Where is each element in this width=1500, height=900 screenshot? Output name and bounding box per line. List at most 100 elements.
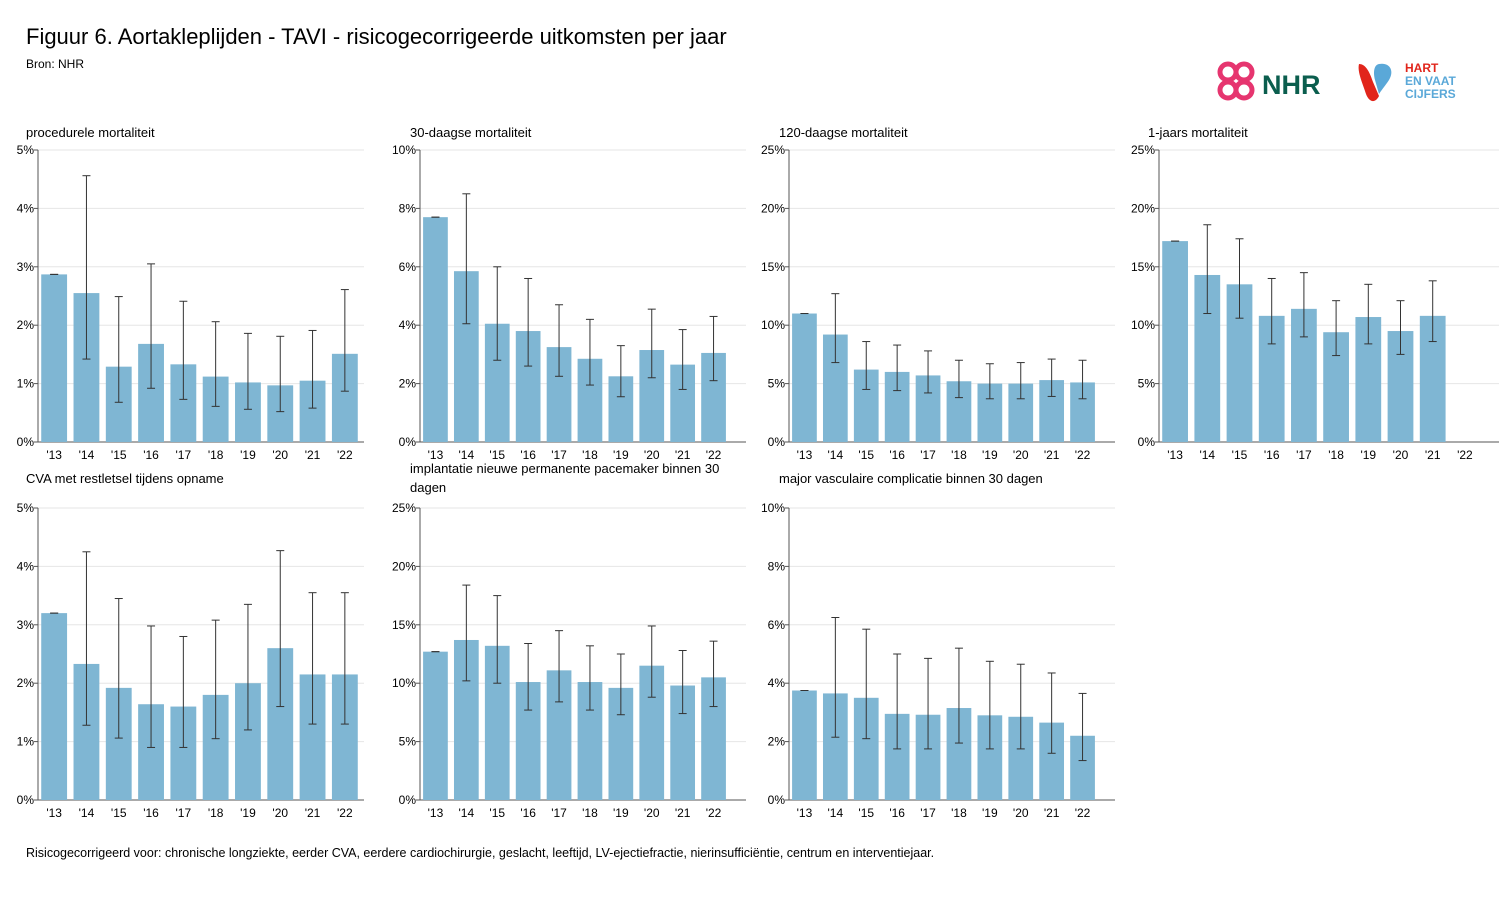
x-tick-label: '18 bbox=[582, 806, 598, 820]
chart-title: dagen bbox=[410, 480, 446, 495]
svg-text:HART: HART bbox=[1405, 61, 1439, 75]
x-tick-label: '19 bbox=[240, 448, 256, 462]
chart-panel-6: implantatie nieuwe permanente pacemaker … bbox=[392, 461, 746, 820]
y-tick-label: 8% bbox=[768, 559, 786, 573]
y-tick-label: 4% bbox=[17, 559, 35, 573]
x-tick-label: '20 bbox=[644, 806, 660, 820]
x-tick-label: '16 bbox=[520, 806, 536, 820]
x-tick-label: '22 bbox=[337, 806, 353, 820]
x-tick-label: '15 bbox=[111, 448, 127, 462]
x-tick-label: '20 bbox=[1393, 448, 1409, 462]
x-tick-label: '15 bbox=[489, 448, 505, 462]
y-tick-label: 0% bbox=[768, 435, 786, 449]
y-tick-label: 1% bbox=[17, 735, 35, 749]
chart-title: major vasculaire complicatie binnen 30 d… bbox=[779, 471, 1043, 486]
x-tick-label: '22 bbox=[1457, 448, 1473, 462]
x-tick-label: '13 bbox=[428, 806, 444, 820]
y-tick-label: 1% bbox=[17, 377, 35, 391]
x-tick-label: '14 bbox=[459, 448, 475, 462]
y-tick-label: 3% bbox=[17, 260, 35, 274]
nhr-logo: NHR bbox=[1214, 60, 1326, 111]
y-tick-label: 0% bbox=[17, 793, 35, 807]
chart-panel-2: 30-daagse mortaliteit 0% 2% 4% 6% 8% 10% '13 '14… bbox=[392, 125, 746, 462]
y-tick-label: 6% bbox=[768, 618, 786, 632]
chart-title: CVA met restletsel tijdens opname bbox=[26, 471, 224, 486]
x-tick-label: '13 bbox=[46, 448, 62, 462]
x-tick-label: '13 bbox=[46, 806, 62, 820]
y-tick-label: 4% bbox=[768, 676, 786, 690]
x-tick-label: '13 bbox=[428, 448, 444, 462]
x-tick-label: '15 bbox=[111, 806, 127, 820]
y-tick-label: 2% bbox=[17, 318, 35, 332]
x-tick-label: '15 bbox=[858, 448, 874, 462]
y-tick-label: 0% bbox=[399, 435, 417, 449]
y-tick-label: 6% bbox=[399, 260, 417, 274]
x-tick-label: '22 bbox=[337, 448, 353, 462]
bar bbox=[41, 274, 68, 442]
bar bbox=[423, 217, 448, 442]
y-tick-label: 4% bbox=[17, 201, 35, 215]
x-tick-label: '15 bbox=[489, 806, 505, 820]
x-tick-label: '21 bbox=[675, 448, 691, 462]
y-tick-label: 10% bbox=[392, 676, 416, 690]
x-tick-label: '20 bbox=[644, 448, 660, 462]
bar bbox=[792, 313, 817, 442]
x-tick-label: '19 bbox=[240, 806, 256, 820]
x-tick-label: '13 bbox=[1167, 448, 1183, 462]
y-tick-label: 5% bbox=[17, 501, 35, 515]
x-tick-label: '15 bbox=[1232, 448, 1248, 462]
nhr-logo-text: NHR bbox=[1262, 70, 1321, 100]
y-tick-label: 5% bbox=[399, 735, 417, 749]
x-tick-label: '17 bbox=[920, 448, 936, 462]
y-tick-label: 3% bbox=[17, 618, 35, 632]
y-tick-label: 15% bbox=[761, 260, 785, 274]
chart-title: 120-daagse mortaliteit bbox=[779, 125, 908, 140]
x-tick-label: '16 bbox=[520, 448, 536, 462]
x-tick-label: '19 bbox=[613, 806, 629, 820]
svg-text:CIJFERS: CIJFERS bbox=[1405, 87, 1456, 101]
y-tick-label: 5% bbox=[768, 377, 786, 391]
x-tick-label: '19 bbox=[982, 806, 998, 820]
x-tick-label: '16 bbox=[889, 448, 905, 462]
chart-title: 30-daagse mortaliteit bbox=[410, 125, 532, 140]
x-tick-label: '15 bbox=[858, 806, 874, 820]
chart-title: 1-jaars mortaliteit bbox=[1148, 125, 1248, 140]
chart-panel-1: procedurele mortaliteit 0% 1% 2% 3% 4% 5% '13 '1… bbox=[17, 125, 364, 462]
x-tick-label: '14 bbox=[828, 448, 844, 462]
x-tick-label: '21 bbox=[305, 448, 321, 462]
x-tick-label: '20 bbox=[1013, 448, 1029, 462]
x-tick-label: '19 bbox=[1360, 448, 1376, 462]
x-tick-label: '14 bbox=[79, 806, 95, 820]
x-tick-label: '18 bbox=[951, 448, 967, 462]
y-tick-label: 15% bbox=[392, 618, 416, 632]
x-tick-label: '18 bbox=[208, 806, 224, 820]
y-tick-label: 25% bbox=[761, 143, 785, 157]
bar bbox=[792, 690, 817, 800]
x-tick-label: '21 bbox=[675, 806, 691, 820]
x-tick-label: '17 bbox=[176, 448, 192, 462]
x-tick-label: '21 bbox=[1044, 806, 1060, 820]
x-tick-label: '19 bbox=[613, 448, 629, 462]
y-tick-label: 0% bbox=[17, 435, 35, 449]
x-tick-label: '14 bbox=[828, 806, 844, 820]
x-tick-label: '16 bbox=[143, 806, 159, 820]
bar bbox=[423, 651, 448, 800]
y-tick-label: 5% bbox=[1138, 377, 1156, 391]
y-tick-label: 25% bbox=[1131, 143, 1155, 157]
footnote: Risicogecorrigeerd voor: chronische long… bbox=[26, 846, 935, 860]
y-tick-label: 25% bbox=[392, 501, 416, 515]
x-tick-label: '18 bbox=[951, 806, 967, 820]
x-tick-label: '21 bbox=[1425, 448, 1441, 462]
bar bbox=[1162, 241, 1188, 442]
x-tick-label: '17 bbox=[1296, 448, 1312, 462]
chart-panel-5: CVA met restletsel tijdens opname 0% 1% 2% 3… bbox=[17, 471, 364, 820]
chart-panel-7: major vasculaire complicatie binnen 30 d… bbox=[761, 471, 1115, 820]
chart-panel-3: 120-daagse mortaliteit 0% 5% 10% 15% 20% 25% '1… bbox=[761, 125, 1115, 462]
x-tick-label: '16 bbox=[889, 806, 905, 820]
y-tick-label: 0% bbox=[399, 793, 417, 807]
svg-text:EN VAAT: EN VAAT bbox=[1405, 74, 1457, 88]
x-tick-label: '20 bbox=[1013, 806, 1029, 820]
y-tick-label: 10% bbox=[761, 318, 785, 332]
x-tick-label: '22 bbox=[1075, 806, 1091, 820]
